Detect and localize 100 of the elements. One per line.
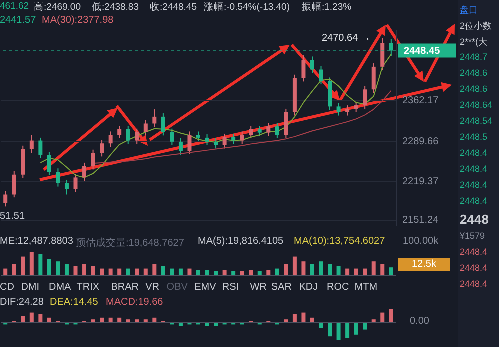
- bar: [380, 312, 385, 323]
- text: 2***(大: [460, 36, 488, 49]
- bar: [161, 266, 166, 276]
- text: 低:2438.83: [92, 1, 139, 14]
- y-tick-label: 2289.66: [402, 136, 440, 148]
- candlestick: [354, 102, 358, 113]
- bar: [214, 271, 218, 276]
- text: 盘口: [460, 4, 478, 17]
- candlestick: [222, 133, 227, 150]
- bar: [292, 314, 297, 323]
- text: 100.00k: [403, 236, 439, 247]
- text: 预估成交量:19,648.7627: [76, 236, 184, 250]
- text: KDJ: [299, 282, 318, 293]
- text: BRAR: [111, 282, 139, 293]
- candlestick: [126, 126, 130, 145]
- candlestick: [108, 131, 113, 148]
- bar: [336, 323, 341, 340]
- bar: [240, 271, 244, 276]
- bar: [363, 268, 368, 276]
- bar: [21, 316, 26, 323]
- text: 2448.4: [460, 180, 488, 190]
- bar: [126, 268, 130, 276]
- text: MA(5):19,816.4105: [198, 236, 284, 247]
- text: ME:12,487.8803: [0, 236, 74, 247]
- text: RSI: [222, 282, 240, 293]
- candlestick: [336, 102, 341, 116]
- candlestick: [12, 170, 16, 198]
- candlestick: [47, 152, 52, 176]
- candlestick: [4, 190, 8, 208]
- candlestick: [249, 126, 254, 140]
- bar: [346, 268, 350, 276]
- text: MA(30):2377.98: [42, 15, 114, 26]
- candlestick: [363, 86, 368, 110]
- bar: [4, 268, 8, 276]
- text: 2448.4: [460, 196, 488, 206]
- bar: [108, 268, 113, 276]
- bar: [74, 266, 78, 276]
- bar: [135, 268, 140, 276]
- bar: [372, 262, 376, 276]
- bar: [222, 270, 227, 276]
- bar: [118, 268, 122, 276]
- text: 涨幅:-0.54%(-13.40): [204, 1, 290, 14]
- text: MA(10):13,754.6027: [294, 236, 386, 247]
- text: 2448.4: [460, 164, 488, 174]
- bar: [328, 323, 332, 337]
- text: 2448.64: [460, 100, 493, 110]
- candlestick: [372, 63, 376, 94]
- candlestick: [100, 140, 104, 158]
- bar: [196, 270, 200, 276]
- bar: [249, 270, 254, 276]
- text: 振幅:1.23%: [302, 1, 352, 14]
- text: 2448.4: [460, 148, 488, 158]
- annotation: 2470.64 →: [322, 33, 371, 44]
- bar: [380, 264, 385, 276]
- bar: [284, 264, 288, 276]
- bar: [354, 323, 358, 335]
- bar: [302, 262, 306, 276]
- bar: [30, 312, 34, 323]
- text: SAR: [271, 282, 292, 293]
- bar: [30, 252, 34, 276]
- candlestick: [319, 66, 324, 86]
- bar: [346, 323, 350, 338]
- bar: [38, 254, 43, 276]
- bar: [292, 256, 297, 276]
- candlestick: [144, 120, 148, 136]
- candlestick: [346, 105, 350, 116]
- text: DMA: [49, 282, 72, 293]
- bar: [152, 264, 157, 276]
- candlestick: [135, 128, 140, 145]
- candlestick: [170, 128, 174, 146]
- candlestick: [240, 131, 244, 145]
- text: 2448.4: [460, 279, 488, 289]
- candlestick: [188, 131, 192, 155]
- text: DEA:14.45: [50, 297, 98, 308]
- bar: [144, 268, 148, 276]
- y-tick-label: 2151.24: [402, 215, 440, 226]
- annotation: 51.51: [0, 211, 26, 222]
- text: 收:2448.45: [150, 1, 197, 14]
- bar: [188, 268, 192, 276]
- y-tick-label: 2219.37: [402, 176, 440, 188]
- y-tick-label: 2362.17: [402, 95, 440, 106]
- text: DIF:24.28: [0, 297, 44, 308]
- bar: [47, 259, 52, 276]
- bar: [266, 270, 271, 276]
- candlestick: [74, 174, 78, 193]
- bar: [310, 264, 314, 276]
- text: TRIX: [76, 282, 100, 293]
- candlestick: [266, 122, 271, 137]
- candlestick: [389, 38, 394, 57]
- candlestick: [152, 109, 157, 128]
- bar: [275, 268, 280, 276]
- text: ROC: [327, 282, 350, 293]
- candlestick: [91, 149, 96, 170]
- text: MACD:19.66: [106, 297, 164, 308]
- text: 2位小数: [460, 20, 492, 33]
- bar: [100, 268, 104, 276]
- bar: [56, 262, 60, 276]
- bar: [389, 309, 394, 323]
- text: 2448.54: [460, 116, 493, 126]
- candlestick: [302, 55, 306, 82]
